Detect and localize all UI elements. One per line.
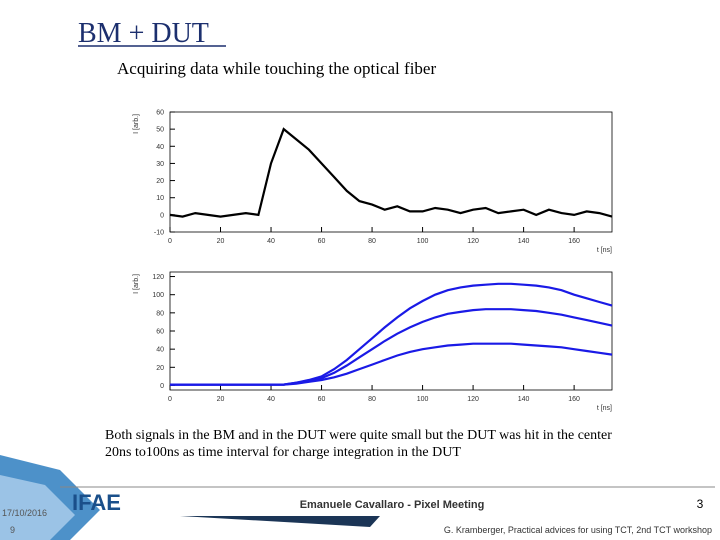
- x-tick-label: 80: [368, 396, 376, 403]
- decoration: [0, 475, 75, 540]
- x-tick-label: 20: [217, 396, 225, 403]
- x-tick-label: 0: [168, 238, 172, 245]
- x-axis-label: t [ns]: [597, 405, 612, 412]
- y-tick-label: 60: [156, 110, 164, 117]
- series-line: [170, 342, 613, 386]
- y-tick-label: 60: [156, 329, 164, 336]
- y-tick-label: 10: [156, 195, 164, 202]
- y-tick-label: 30: [156, 161, 164, 168]
- y-tick-label: 40: [156, 144, 164, 151]
- x-tick-label: 160: [568, 396, 580, 403]
- plot-frame: [169, 271, 613, 391]
- slide-title: BM + DUT: [78, 18, 209, 49]
- y-tick-label: 120: [152, 274, 164, 281]
- x-tick-label: 80: [368, 238, 376, 245]
- y-tick-label: 0: [160, 383, 164, 390]
- y-tick-label: 100: [152, 292, 164, 299]
- presenter: Emanuele Cavallaro - Pixel Meeting: [300, 499, 485, 511]
- y-tick-label: 40: [156, 347, 164, 354]
- y-tick-label: 0: [160, 212, 164, 219]
- body-line: Both signals in the BM and in the DUT we…: [105, 428, 612, 443]
- x-tick-label: 40: [267, 396, 275, 403]
- inner-page: 3: [697, 497, 704, 511]
- x-tick-label: 60: [318, 396, 326, 403]
- x-tick-label: 120: [467, 396, 479, 403]
- plot-frame: [169, 111, 613, 233]
- x-tick-label: 120: [467, 238, 479, 245]
- series-line: [170, 282, 613, 386]
- body-line: 20ns to100ns as time interval for charge…: [105, 445, 461, 460]
- x-tick-label: 100: [417, 238, 429, 245]
- x-tick-label: 0: [168, 396, 172, 403]
- x-tick-label: 60: [318, 238, 326, 245]
- y-tick-label: 50: [156, 127, 164, 134]
- y-axis-label: I [arb.]: [133, 274, 140, 294]
- x-tick-label: 140: [518, 238, 530, 245]
- date: 17/10/2016: [2, 508, 47, 518]
- credit: G. Kramberger, Practical advices for usi…: [444, 525, 712, 535]
- series-line: [169, 127, 613, 218]
- y-tick-label: 80: [156, 310, 164, 317]
- x-tick-label: 20: [217, 238, 225, 245]
- y-tick-label: -10: [154, 230, 164, 237]
- subtitle: Acquiring data while touching the optica…: [117, 59, 436, 78]
- x-axis-label: t [ns]: [597, 247, 612, 254]
- x-tick-label: 100: [417, 396, 429, 403]
- y-tick-label: 20: [156, 365, 164, 372]
- y-tick-label: 20: [156, 178, 164, 185]
- page-number: 9: [10, 525, 15, 535]
- x-tick-label: 40: [267, 238, 275, 245]
- logo: IFAE: [72, 490, 121, 515]
- x-tick-label: 140: [518, 396, 530, 403]
- x-tick-label: 160: [568, 238, 580, 245]
- y-axis-label: I [arb.]: [133, 114, 140, 134]
- decoration: [180, 516, 380, 527]
